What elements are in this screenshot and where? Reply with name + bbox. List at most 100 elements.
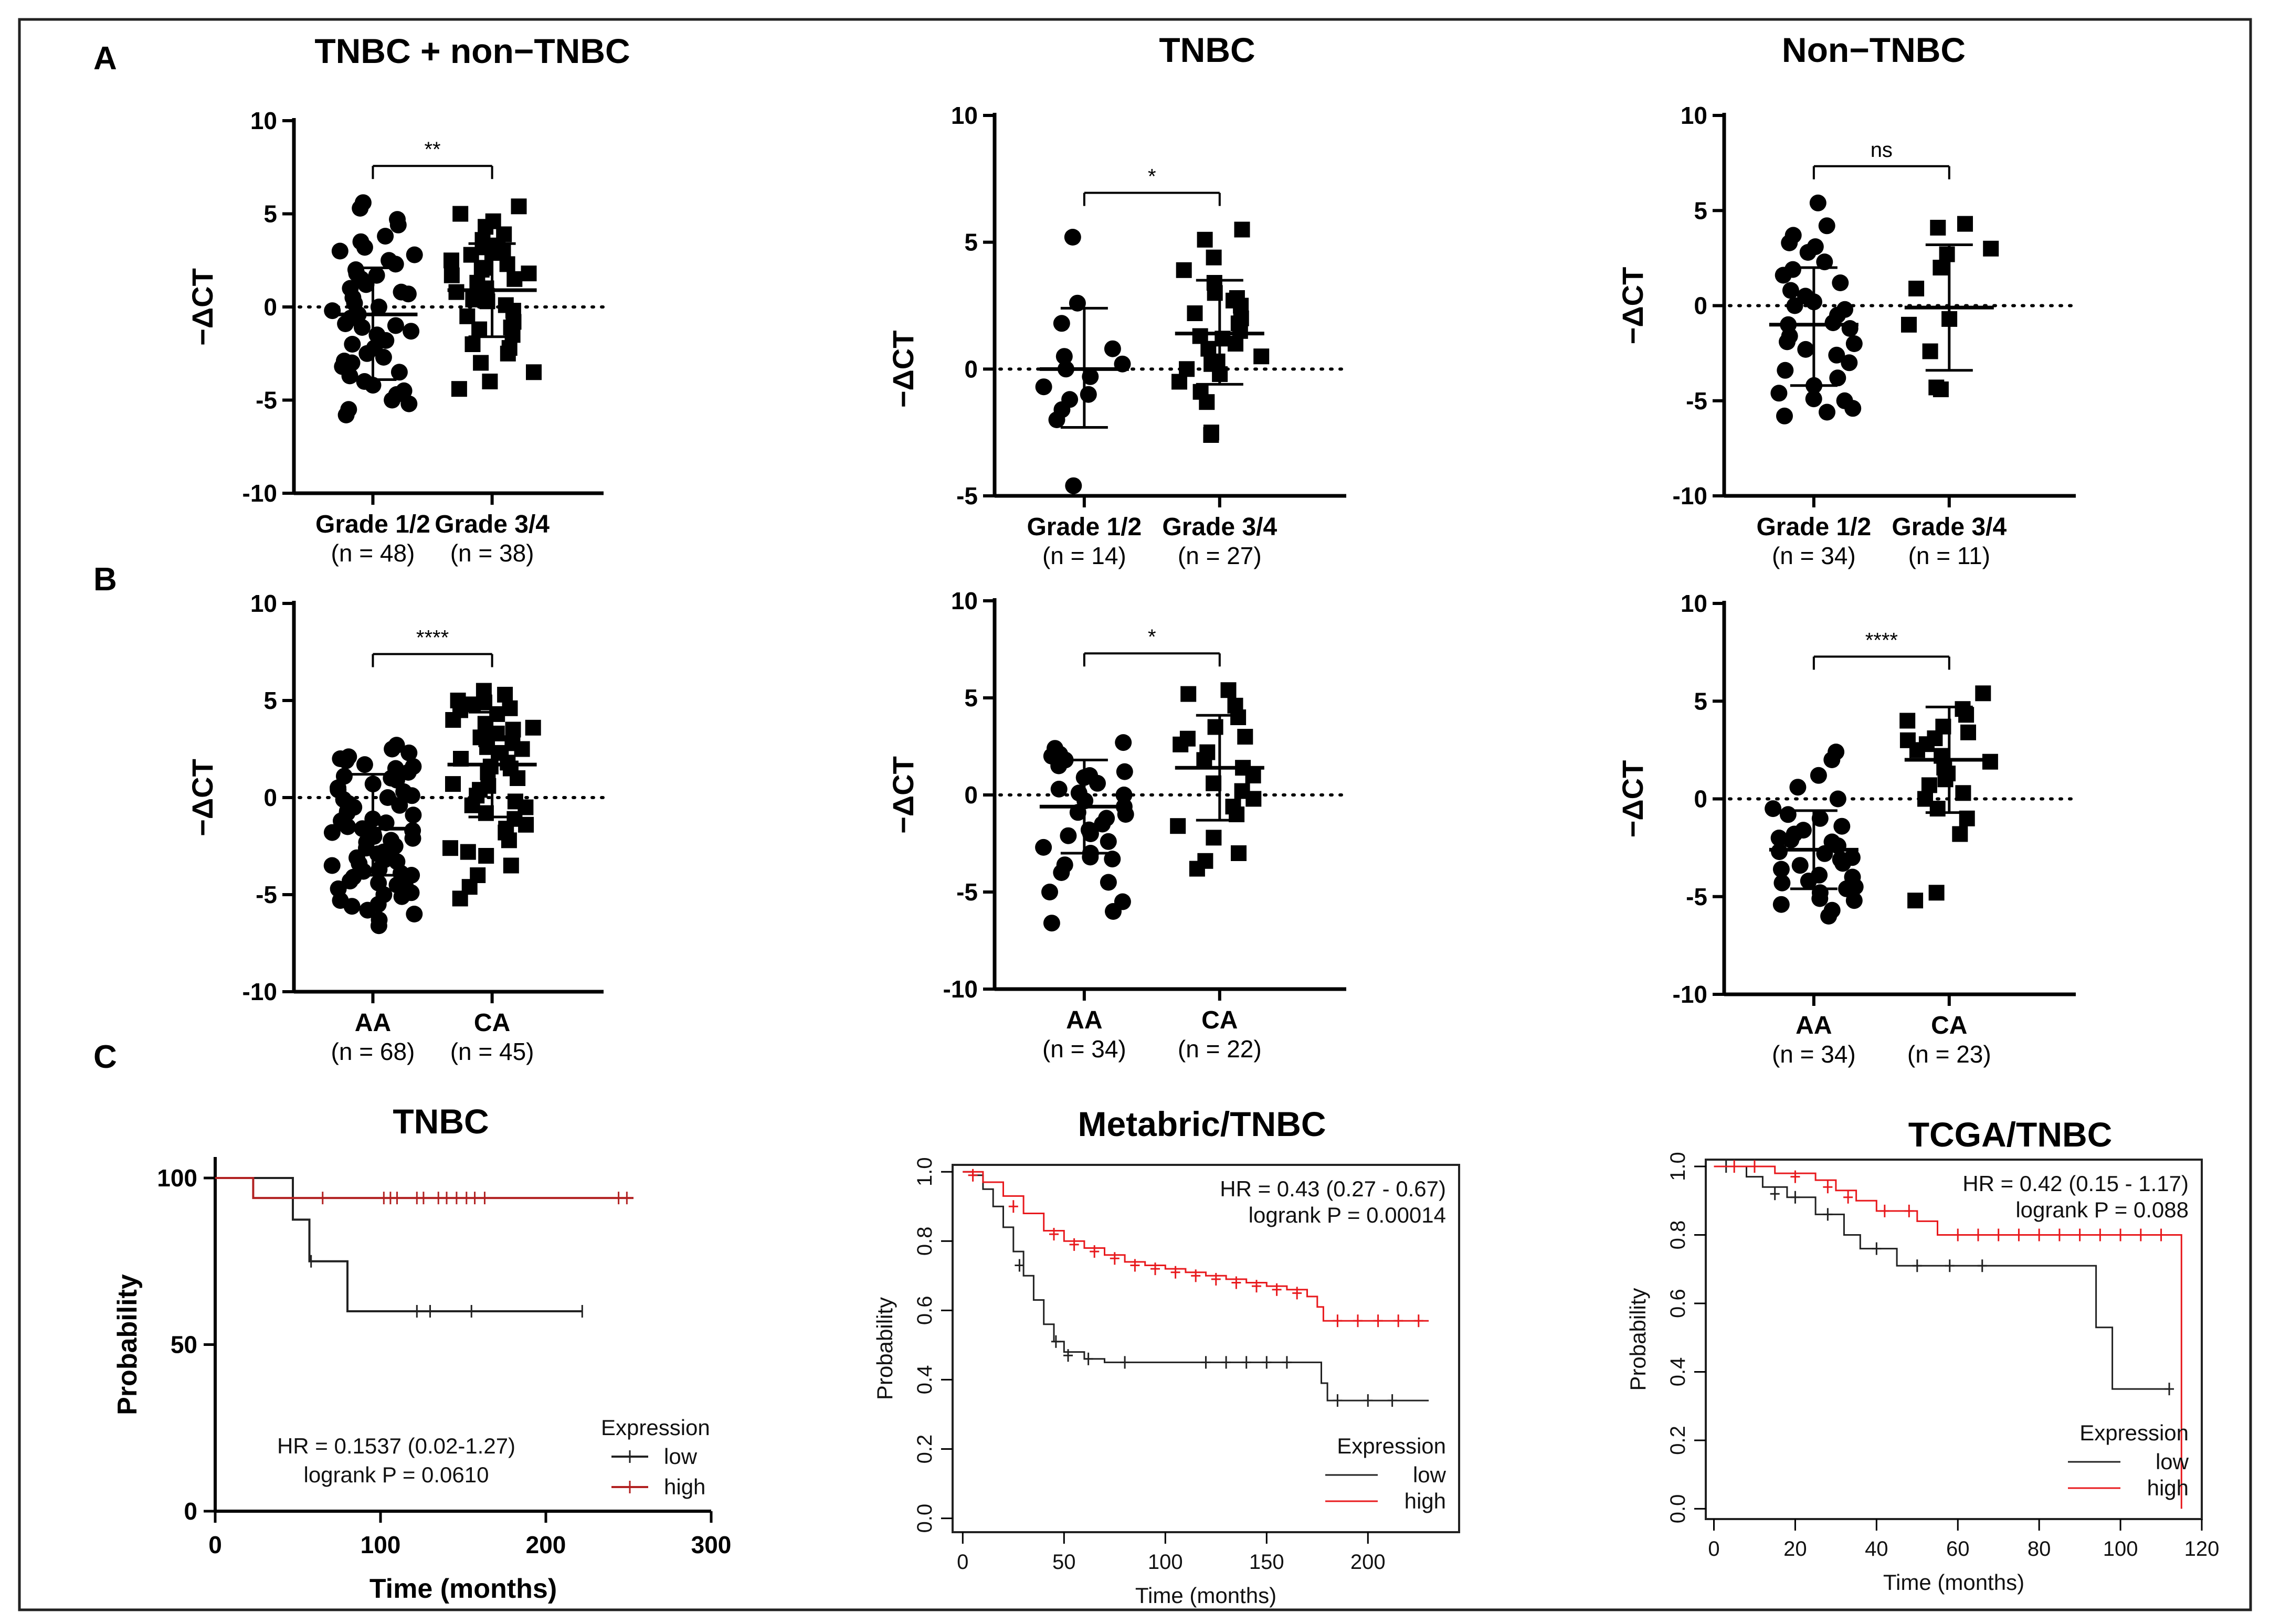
y-tick-label: -10 [1673, 482, 1707, 510]
data-point [1819, 404, 1835, 421]
data-point [405, 806, 422, 824]
data-point [364, 377, 382, 394]
data-point [1100, 833, 1117, 850]
data-point [1809, 194, 1826, 211]
legend-label-low: low [664, 1444, 698, 1469]
data-point [1170, 818, 1186, 834]
x-tick-label: 50 [1052, 1551, 1076, 1574]
data-point [384, 391, 401, 409]
data-point [1901, 316, 1917, 333]
data-point [476, 260, 492, 276]
data-point [1104, 340, 1121, 357]
data-point [1805, 390, 1822, 408]
figure-border [18, 18, 2252, 1611]
data-point [1955, 785, 1971, 801]
data-point [1829, 790, 1846, 808]
data-point [1199, 394, 1215, 410]
data-point [1939, 246, 1955, 262]
x-tick-label: 300 [691, 1531, 732, 1558]
data-point [405, 758, 422, 775]
survival-chart-c2: Metabric/TNBC 0 50 100 150 200 0.0 0.2 0.4 0.6 0.8… [872, 1105, 1460, 1608]
data-point [391, 797, 408, 814]
data-point [1832, 274, 1849, 291]
data-point [1065, 477, 1082, 494]
group-label: Grade 3/4 [435, 511, 550, 538]
significance-label: ns [1871, 139, 1893, 162]
data-point [518, 816, 534, 833]
data-point [1921, 777, 1937, 793]
significance-label: * [1148, 165, 1156, 188]
data-point [497, 686, 513, 703]
data-point [1035, 378, 1052, 396]
plot-frame [1705, 1159, 2203, 1520]
data-point [337, 406, 355, 423]
data-point [499, 256, 515, 272]
data-point [1960, 724, 1976, 740]
y-tick-label: 0.2 [1666, 1426, 1690, 1455]
data-point [464, 797, 480, 813]
x-tick-label: 200 [1350, 1551, 1386, 1574]
data-point [1811, 810, 1829, 827]
y-tick-label: 0.2 [913, 1435, 936, 1464]
group-count: (n = 38) [450, 539, 534, 567]
data-point [1772, 896, 1790, 913]
data-point [1899, 713, 1916, 729]
data-point [1203, 356, 1220, 372]
data-point [1064, 229, 1081, 246]
x-tick-label: 60 [1946, 1537, 1970, 1561]
data-point [331, 242, 349, 260]
data-point [445, 776, 461, 792]
y-axis-label: −ΔCT [1616, 760, 1649, 838]
data-point [1823, 751, 1841, 768]
y-tick-label: 0.6 [913, 1296, 936, 1325]
data-point [1180, 686, 1197, 702]
data-point [1777, 362, 1794, 379]
data-point [1952, 826, 1968, 842]
data-point [337, 315, 354, 332]
data-point [1829, 369, 1846, 387]
hazard-ratio-text: HR = 0.1537 (0.02-1.27) [277, 1434, 515, 1458]
survival-curve-low [963, 1171, 1429, 1402]
data-point [356, 239, 373, 256]
legend-label-low: low [2156, 1449, 2189, 1474]
data-point [1179, 730, 1196, 747]
data-point [1908, 280, 1925, 296]
y-tick-label: 10 [250, 590, 277, 617]
data-point [323, 824, 341, 841]
logrank-p-text: logrank P = 0.0610 [303, 1462, 489, 1487]
data-point [1824, 314, 1842, 332]
data-point [471, 321, 488, 337]
legend-title: Expression [2079, 1420, 2189, 1445]
survival-chart-c3: TCGA/TNBC 0 20 40 60 80 100 120 0.0 0.2 0.4 0.6 0.8 1… [1625, 1115, 2219, 1595]
data-point [370, 917, 387, 935]
data-point [1100, 874, 1117, 891]
group-label: Grade 1/2 [1027, 513, 1142, 541]
x-axis-label: Time (months) [1883, 1570, 2024, 1595]
panel-letter-b: B [93, 561, 117, 598]
data-point [1220, 682, 1237, 698]
y-tick-label: -5 [956, 878, 978, 906]
data-point [323, 857, 341, 874]
data-point [1820, 908, 1838, 925]
data-point [1844, 400, 1862, 417]
data-point [353, 319, 371, 336]
group-count: (n = 45) [450, 1038, 534, 1065]
significance-label: **** [416, 627, 449, 650]
data-point [444, 252, 459, 269]
data-point [400, 395, 418, 412]
data-point [1933, 260, 1949, 275]
y-axis-label: −ΔCT [186, 268, 219, 346]
data-point [1928, 885, 1945, 901]
group-count: (n = 34) [1772, 542, 1856, 569]
group-count: (n = 68) [331, 1038, 415, 1065]
data-point [482, 758, 499, 774]
panel-letter-c: C [93, 1039, 117, 1075]
data-point [1810, 767, 1827, 784]
data-point [1799, 244, 1817, 261]
data-point [1818, 217, 1835, 235]
data-point [1933, 381, 1949, 397]
data-point [324, 302, 341, 320]
y-tick-label: 0.8 [1666, 1220, 1690, 1250]
y-tick-label: 0.0 [913, 1504, 936, 1533]
